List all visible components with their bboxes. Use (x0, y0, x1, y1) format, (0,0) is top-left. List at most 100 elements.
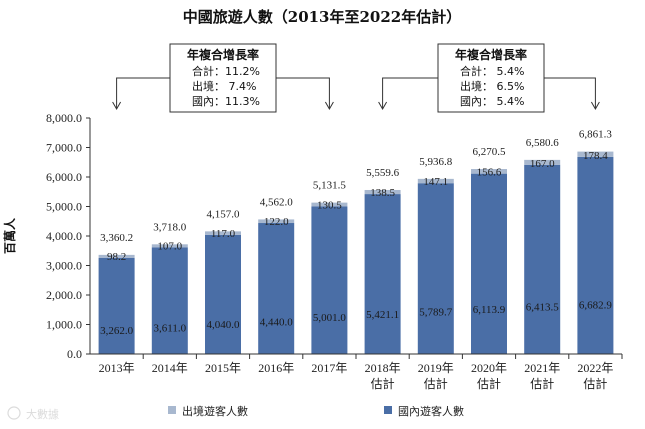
legend-label-outbound: 出境遊客人數 (182, 404, 248, 418)
label-total: 6,861.3 (579, 129, 613, 141)
legend-swatch-domestic (384, 406, 392, 414)
label-domestic: 4,040.0 (207, 319, 241, 331)
label-outbound: 167.0 (530, 158, 555, 170)
cagr-bracket (382, 77, 596, 108)
label-outbound: 117.0 (211, 228, 236, 240)
label-domestic: 6,682.9 (579, 300, 613, 312)
cagr-row: 合計： 5.4% (460, 64, 524, 78)
bar-domestic (471, 173, 507, 354)
y-tick-label: 7,000.0 (46, 141, 82, 155)
legend-label-domestic: 國內遊客人數 (398, 404, 464, 418)
x-tick-label: 2018年 (365, 361, 401, 375)
x-tick-label: 估計 (530, 376, 554, 391)
x-tick-label: 2014年 (152, 361, 188, 375)
label-total: 3,718.0 (153, 221, 187, 233)
x-axis-ticks: 2013年 2014年 2015年 2016年 2017年 2018年估計2019年估計2… (99, 354, 623, 391)
label-domestic: 3,611.0 (154, 322, 187, 334)
y-tick-label: 0.0 (67, 347, 82, 361)
label-domestic: 5,789.7 (419, 306, 453, 318)
cagr-arrow (324, 101, 334, 111)
bar-domestic (98, 257, 135, 354)
label-outbound: 122.0 (264, 216, 289, 228)
x-tick-label: 2022年 (577, 361, 613, 375)
x-tick-label: 2020年 (471, 361, 507, 375)
y-tick-label: 1,000.0 (46, 318, 82, 332)
x-tick-label: 估計 (371, 376, 395, 391)
chart-title: 中國旅遊人數（2013年至2022年估計） (183, 8, 462, 26)
x-tick-label: 2013年 (99, 361, 135, 375)
bar-domestic (417, 183, 454, 354)
label-domestic: 3,262.0 (100, 325, 134, 337)
y-tick-label: 6,000.0 (46, 170, 82, 184)
y-axis-ticks: 0.0 1,000.0 2,000.0 3,000.0 4,000.0 5,000.0 6,… (46, 111, 90, 361)
x-tick-label: 2019年 (418, 361, 454, 375)
cagr-row: 國內：11.3% (192, 95, 260, 108)
bar-domestic (311, 206, 348, 354)
label-domestic: 5,421.1 (366, 309, 399, 321)
label-total: 6,580.6 (526, 137, 560, 149)
label-domestic: 4,440.0 (260, 316, 294, 328)
bar-domestic (205, 234, 241, 354)
y-axis-label: 百萬人 (2, 217, 17, 254)
cagr-title: 年複合增長率 (455, 47, 527, 62)
label-outbound: 156.6 (477, 167, 502, 179)
bar-outbound (151, 244, 188, 248)
y-tick-label: 3,000.0 (46, 259, 82, 273)
cagr-box-frame (169, 43, 277, 113)
cagr-row: 出境： 7.4% (192, 79, 256, 93)
label-total: 4,157.0 (207, 208, 241, 220)
label-total: 3,360.2 (100, 232, 133, 244)
watermark-text: 大數據 (26, 407, 59, 421)
y-tick-label: 5,000.0 (46, 200, 82, 214)
bar-groups: 3,262.0 98.2 3,360.2 3,611.0 107.0 3,718.0 4,0… (98, 129, 614, 354)
bar-domestic (364, 194, 401, 354)
cagr-title: 年複合增長率 (187, 47, 259, 62)
bar-outbound (364, 189, 401, 195)
x-tick-label: 2021年 (524, 361, 560, 375)
label-outbound: 107.0 (157, 240, 182, 252)
cagr-arrow (378, 101, 388, 111)
bar-outbound (471, 169, 507, 174)
legend-swatch-outbound (168, 406, 176, 414)
cagr-row: 國內： 5.4% (460, 95, 524, 108)
label-domestic: 6,113.9 (473, 304, 506, 316)
label-outbound: 130.5 (317, 199, 342, 211)
x-tick-label: 估計 (424, 376, 448, 391)
cagr-arrow (590, 101, 600, 111)
bar-outbound (311, 202, 348, 207)
bar-outbound (205, 231, 241, 235)
bar-domestic (524, 164, 561, 354)
label-total: 4,562.0 (260, 196, 294, 208)
bar-outbound (258, 219, 295, 224)
x-tick-label: 2015年 (205, 361, 241, 375)
label-outbound: 138.5 (370, 187, 395, 199)
label-total: 6,270.5 (473, 146, 507, 158)
legend: 出境遊客人數 國內遊客人數 (168, 404, 464, 418)
bar-outbound (577, 151, 614, 157)
label-total: 5,559.6 (366, 167, 400, 179)
cagr-row: 出境： 6.5% (460, 79, 524, 93)
label-domestic: 5,001.0 (313, 312, 347, 324)
cagr-row: 合計：11.2% (192, 64, 260, 78)
bar-domestic (151, 247, 188, 354)
cagr-bracket (116, 77, 330, 108)
label-total: 5,936.8 (419, 156, 453, 168)
bar-domestic (577, 156, 614, 354)
bar-outbound (417, 178, 454, 184)
x-tick-label: 2016年 (258, 361, 294, 375)
watermark-icon (7, 406, 21, 420)
label-total: 5,131.5 (313, 180, 347, 192)
y-tick-label: 2,000.0 (46, 288, 82, 302)
y-tick-label: 8,000.0 (46, 111, 82, 125)
label-domestic: 6,413.5 (526, 302, 560, 314)
watermark: 大數據 (7, 406, 59, 421)
label-outbound: 178.4 (583, 150, 608, 162)
x-tick-label: 2017年 (311, 361, 347, 375)
bar-outbound (524, 159, 561, 165)
x-tick-label: 估計 (477, 376, 501, 391)
label-outbound: 147.1 (423, 176, 448, 188)
